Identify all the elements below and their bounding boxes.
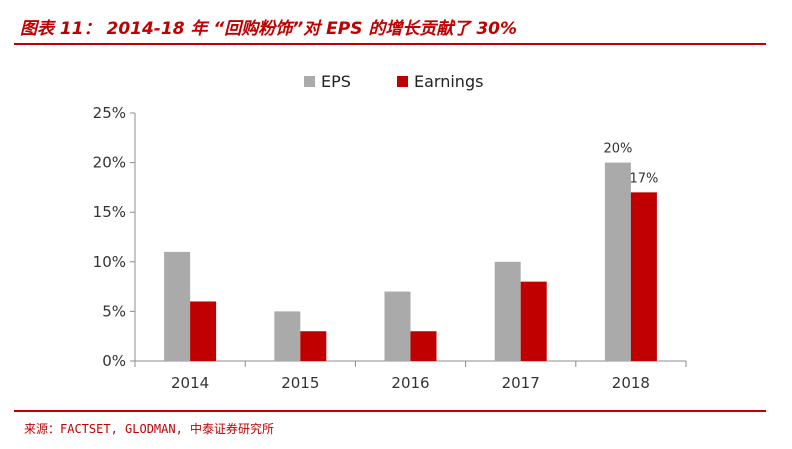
y-tick-label: 0% [102, 352, 126, 370]
y-tick-label: 5% [102, 302, 126, 320]
top-rule [14, 43, 766, 45]
bars [164, 162, 657, 361]
legend-swatch-earnings [397, 76, 408, 87]
data-labels: 20% 17% [603, 142, 658, 187]
bar-earnings-2014 [190, 301, 217, 361]
y-tick-label: 25% [93, 104, 126, 122]
y-axis: 0% 5% 10% 15% 20% 25% [93, 104, 136, 370]
legend-label-earnings: Earnings [414, 72, 483, 91]
bar-eps-2015 [274, 311, 301, 361]
x-tick-label: 2017 [502, 374, 540, 392]
legend-label-eps: EPS [321, 72, 351, 91]
y-tick-label: 15% [93, 203, 126, 221]
data-label: 17% [629, 171, 658, 186]
x-tick-label: 2016 [391, 374, 429, 392]
bar-eps-2017 [494, 261, 521, 361]
x-tick-label: 2014 [171, 374, 209, 392]
x-tick-label: 2018 [612, 374, 650, 392]
bar-earnings-2016 [410, 331, 437, 361]
figure-title: 图表 11： 2014-18 年 “回购粉饰”对 EPS 的增长贡献了 30% [20, 19, 518, 39]
bar-eps-2018 [604, 162, 631, 361]
bar-eps-2016 [384, 291, 411, 361]
x-tick-label: 2015 [281, 374, 319, 392]
bar-earnings-2017 [520, 281, 547, 361]
bar-earnings-2018 [630, 192, 657, 361]
source-note: 来源：FACTSET, GLODMAN, 中泰证券研究所 [24, 422, 275, 436]
y-tick-label: 20% [93, 154, 126, 172]
y-tick-label: 10% [93, 253, 126, 271]
legend: EPS Earnings [304, 72, 483, 91]
bottom-rule [14, 410, 766, 412]
x-axis: 2014 2015 2016 2017 2018 [134, 360, 687, 392]
bar-earnings-2015 [300, 331, 327, 361]
bar-eps-2014 [164, 251, 191, 361]
data-label: 20% [603, 142, 632, 157]
legend-swatch-eps [304, 76, 315, 87]
